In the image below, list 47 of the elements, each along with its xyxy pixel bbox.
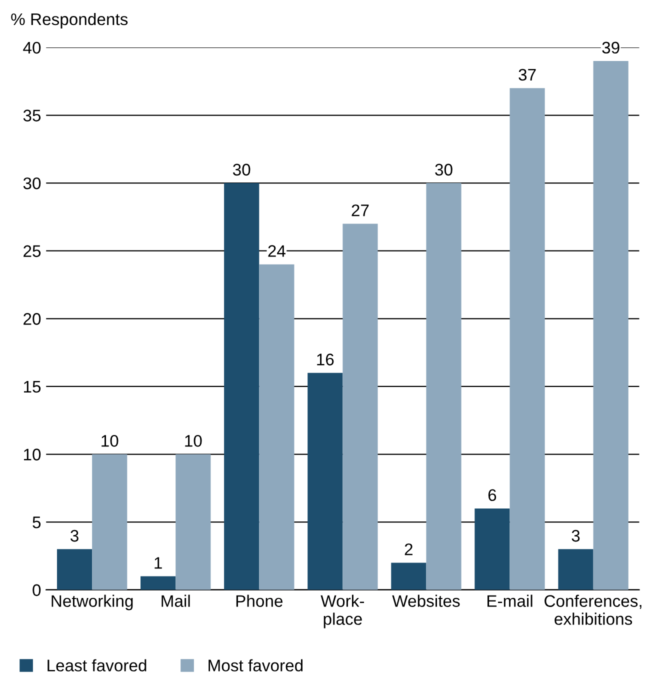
data-label: 30 [232,164,250,176]
bar [224,183,260,590]
y-tick-label: 0 [32,584,41,596]
x-tick-label: Conferences, exhibitions [544,594,642,625]
y-tick-label: 35 [23,110,41,122]
data-label: 24 [268,245,286,257]
bar [474,508,510,590]
x-tick-label: Work- place [320,594,364,628]
legend-label: Least favored [48,659,146,672]
y-tick-label: 30 [23,177,41,190]
bar [176,454,211,590]
data-label: 27 [352,204,369,216]
bar [593,61,628,590]
y-tick-label: 25 [24,245,41,258]
bar [92,454,128,590]
legend-label: Most favored [208,659,303,672]
x-tick-label: E-mail [488,594,532,607]
x-tick-label: Phone [236,594,283,607]
bar [510,88,545,590]
data-label: 10 [102,434,118,447]
data-label: 3 [70,530,78,542]
y-tick-label: 20 [24,313,41,325]
y-tick-label: 10 [24,448,41,460]
y-tick-label: 15 [24,381,41,393]
y-axis-title: % Respondents [11,12,128,28]
data-label: 37 [518,68,536,81]
data-label: 10 [185,434,202,447]
data-label: 1 [154,557,162,569]
bar [426,183,462,590]
y-tick-label: 40 [23,42,41,54]
data-label: 39 [602,42,620,54]
bar [391,562,426,590]
bar [558,549,594,590]
data-label: 30 [435,164,452,176]
x-tick-label: Networking [52,594,133,610]
x-tick-label: Mail [162,594,190,607]
bar [56,549,92,590]
bar [308,372,343,590]
data-label: 3 [572,530,580,542]
x-tick-label: Websites [392,594,460,607]
y-tick-label: 5 [32,516,41,528]
bar [342,224,378,590]
bar [140,576,176,590]
bar [259,264,294,590]
data-label: 2 [404,543,412,556]
data-label: 16 [317,354,334,366]
data-label: 6 [488,489,496,502]
